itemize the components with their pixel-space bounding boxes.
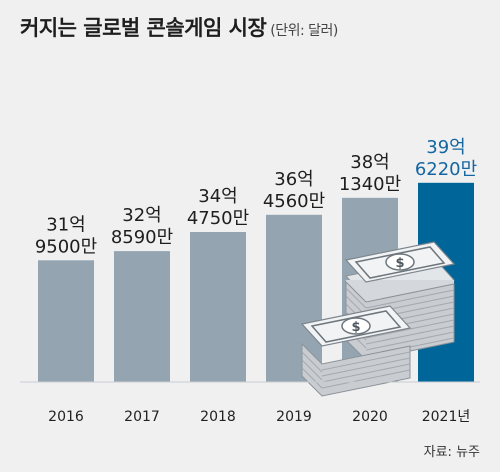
- unit-label: (단위: 달러): [270, 23, 338, 39]
- value-label-2019-1: 36억: [274, 169, 313, 190]
- value-label-2018-1: 34억: [198, 186, 237, 207]
- bar-2016: [38, 260, 94, 382]
- svg-text:$: $: [351, 320, 360, 335]
- svg-text:$: $: [395, 256, 404, 271]
- value-label-2017-2: 8590만: [111, 227, 173, 248]
- chart-title: 커지는 글로벌 콘솔게임 시장 (단위: 달러): [20, 12, 338, 42]
- value-label-2021년-2: 6220만: [415, 159, 477, 180]
- money-stacks-icon: $ $: [300, 241, 456, 397]
- value-label-2019-2: 4560만: [263, 191, 325, 212]
- x-tick-2019: 2019: [276, 409, 312, 425]
- title-text: 커지는 글로벌 콘솔게임 시장: [20, 16, 267, 40]
- value-label-2016-2: 9500만: [35, 236, 97, 257]
- x-tick-2016: 2016: [48, 409, 84, 425]
- x-tick-2018: 2018: [200, 409, 236, 425]
- source-note: 자료: 뉴주: [423, 445, 480, 460]
- x-tick-2021년: 2021년: [422, 409, 471, 425]
- x-tick-2020: 2020: [352, 409, 388, 425]
- value-label-2020-1: 38억: [350, 152, 389, 173]
- x-tick-2017: 2017: [124, 409, 160, 425]
- value-label-2016-1: 31억: [46, 214, 85, 235]
- value-label-2018-2: 4750만: [187, 208, 249, 229]
- value-label-2017-1: 32억: [122, 205, 161, 226]
- value-label-2020-2: 1340만: [339, 174, 401, 195]
- value-label-2021년-1: 39억: [426, 137, 465, 158]
- bar-2017: [114, 251, 170, 382]
- bar-2018: [190, 232, 246, 382]
